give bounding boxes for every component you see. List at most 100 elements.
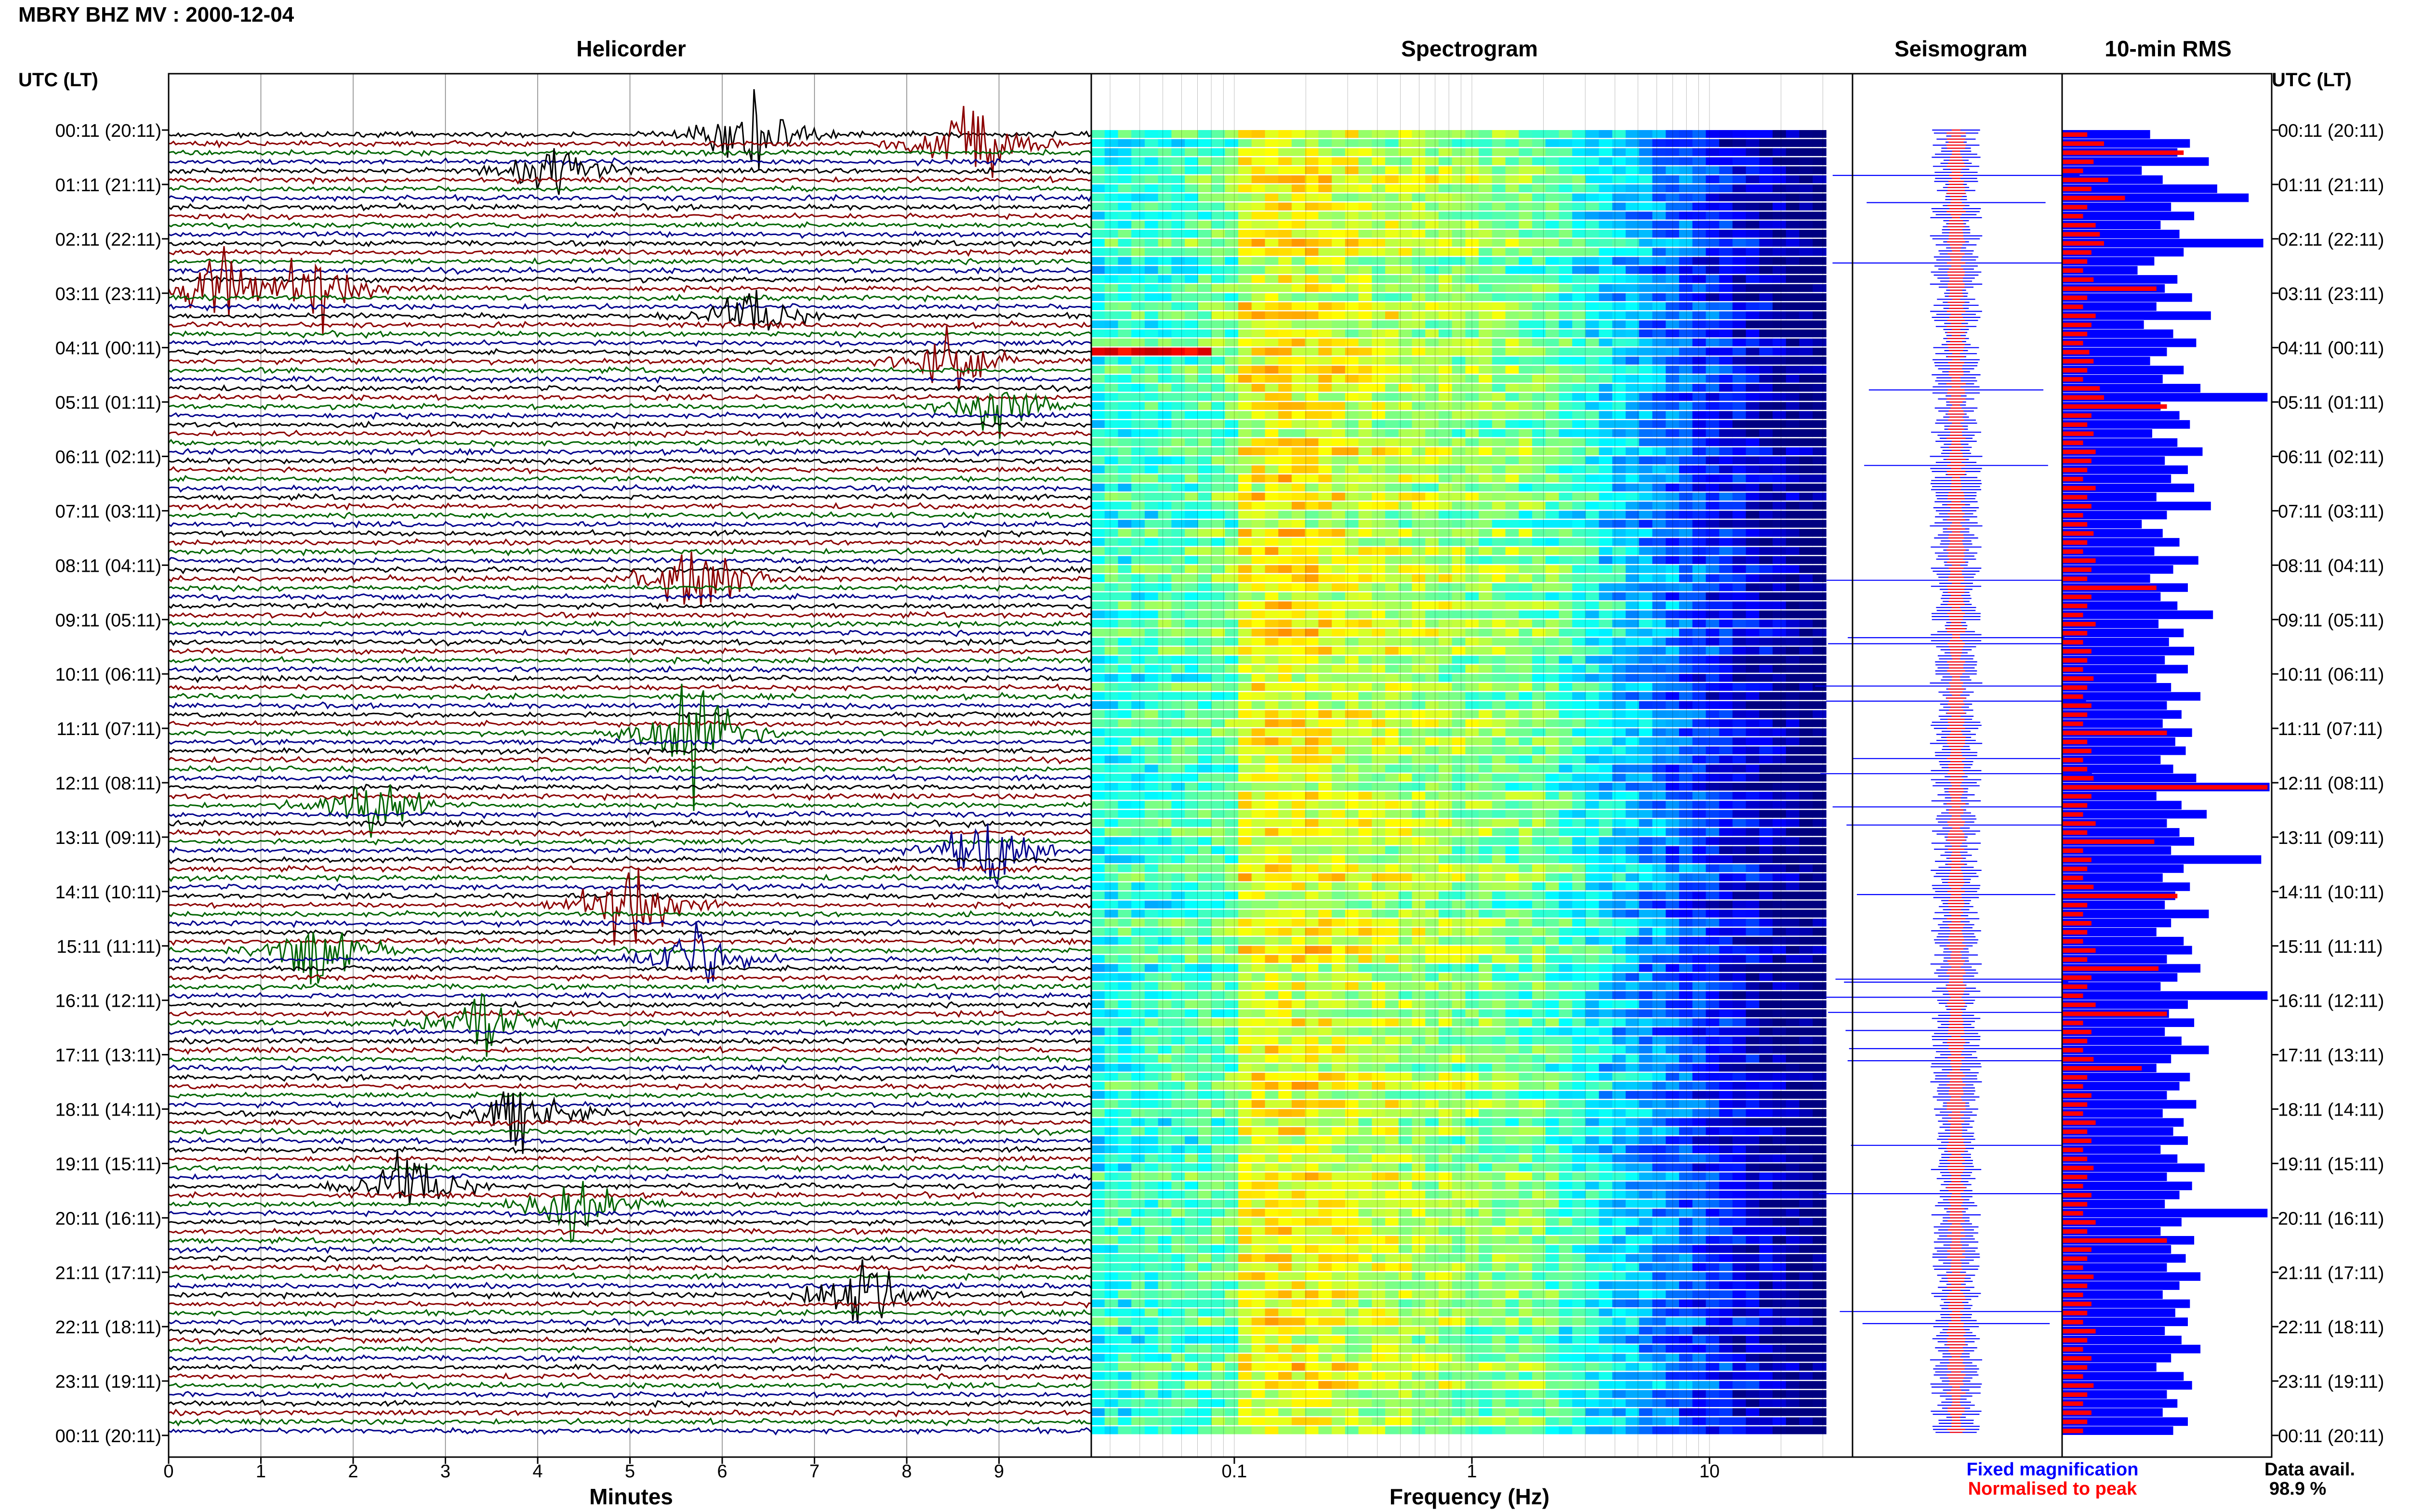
spectrogram-cell [1425,420,1439,428]
spectrogram-cell [1626,746,1640,754]
spectrogram-cell [1318,601,1332,609]
spectrogram-cell [1572,230,1586,238]
spectrogram-cell [1372,266,1386,274]
spectrogram-cell [1626,465,1640,473]
spectrogram-cell [1332,157,1346,165]
spectrogram-cell [1211,311,1225,319]
spectrogram-cell [1265,746,1279,754]
spectrogram-cell [1211,774,1225,782]
spectrogram-cell [1505,230,1519,238]
spectrogram-cell [1519,211,1533,220]
spectrogram-cell [1505,157,1519,165]
spectrogram-cell [1144,492,1159,501]
spectrogram-cell [1332,801,1346,809]
spectrogram-cell [1265,139,1279,147]
spectrogram-cell [1692,484,1707,492]
spectrogram-cell [1626,882,1640,891]
spectrogram-cell [1211,610,1225,618]
spectrogram-cell [1679,692,1693,700]
spectrogram-cell [1465,184,1479,193]
spectrogram-cell [1452,338,1466,347]
spectrogram-cell [1612,375,1626,383]
spectrogram-cell [1438,683,1453,691]
spectrogram-cell [1265,574,1279,582]
spectrogram-cell [1505,130,1519,138]
spectrogram-cell [1225,882,1239,891]
spectrogram-cell [1639,882,1653,891]
spectrogram-cell [1666,574,1680,582]
spectrogram-cell [1532,538,1546,546]
spectrogram-cell [1652,891,1666,900]
spectrogram-cell [1385,828,1399,836]
spectrogram-cell [1666,211,1680,220]
spectrogram-cell [1104,610,1119,618]
spectrogram-cell [1773,139,1787,147]
spectrogram-cell [1372,710,1386,718]
spectrogram-cell [1158,175,1172,184]
spectrogram-cell [1118,783,1132,791]
spectrogram-cell [1626,683,1640,691]
spectrogram-cell [1545,755,1560,763]
spectrogram-cell [1185,275,1199,283]
spectrogram-cell [1345,148,1359,156]
spectrogram-cell [1211,791,1225,800]
spectrogram-cell [1652,665,1666,673]
spectrogram-cell [1198,819,1212,827]
spectrogram-cell [1706,275,1720,283]
spectrogram-cell [1332,882,1346,891]
spectrogram-cell [1238,356,1252,365]
spectrogram-cell [1332,683,1346,691]
spectrogram-cell [1719,692,1733,700]
spectrogram-cell [1519,547,1533,555]
spectrogram-cell [1652,583,1666,592]
spectrogram-cell [1492,338,1506,347]
spectrogram-cell [1505,574,1519,582]
spectrogram-cell [1813,864,1827,872]
spectrogram-cell [1425,900,1439,908]
spectrogram-cell [1799,601,1813,609]
spectrogram-cell [1171,891,1185,900]
spectrogram-cell [1532,130,1546,138]
spectrogram-cell [1773,402,1787,410]
spectrogram-cell [1385,710,1399,718]
spectrogram-cell [1265,674,1279,682]
spectrogram-cell [1532,855,1546,863]
spectrogram-cell [1706,175,1720,184]
spectrogram-cell [1131,728,1145,736]
spectrogram-cell [1318,511,1332,519]
spectrogram-cell [1706,864,1720,872]
spectrogram-cell [1158,692,1172,700]
spectrogram-cells [1091,130,1827,1434]
spectrogram-cell [1131,139,1145,147]
spectrogram-cell [1479,520,1493,528]
spectrogram-cell [1639,375,1653,383]
spectrogram-cell [1345,529,1359,537]
spectrogram-cell [1599,791,1613,800]
spectrogram-cell [1372,193,1386,201]
spectrogram-cell [1532,157,1546,165]
spectrogram-cell [1278,420,1292,428]
spectrogram-cell [1612,411,1626,419]
spectrogram-cell [1265,864,1279,872]
spectrogram-cell [1425,601,1439,609]
spectrogram-cell [1198,238,1212,247]
spectrogram-cell [1666,837,1680,845]
spectrogram-cell [1799,393,1813,401]
spectrogram-cell [1425,465,1439,473]
spectrogram-cell [1185,148,1199,156]
spectrogram-cell [1559,338,1573,347]
spectrogram-cell [1773,175,1787,184]
spectrogram-cell [1291,919,1306,927]
spectrogram-cell [1198,284,1212,292]
spectrogram-cell [1104,783,1119,791]
spectrogram-cell [1412,674,1426,682]
spectrogram-cell [1438,193,1453,201]
spectrogram-cell [1091,828,1105,836]
spectrogram-cell [1599,402,1613,410]
spectrogram-cell [1639,230,1653,238]
spectrogram-cell [1452,447,1466,455]
spectrogram-cell [1452,293,1466,302]
spectrogram-cell [1438,674,1453,682]
spectrogram-cell [1666,420,1680,428]
spectrogram-cell [1599,130,1613,138]
